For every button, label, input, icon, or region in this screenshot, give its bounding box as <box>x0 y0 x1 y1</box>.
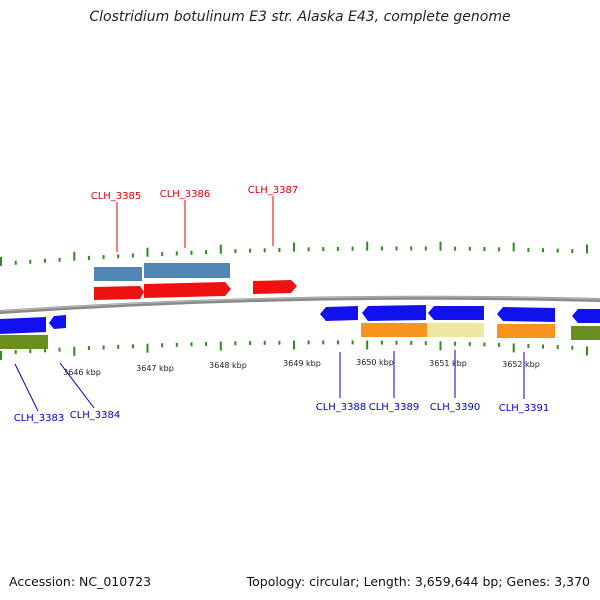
gene-label-CLH_3383[interactable]: CLH_3383 <box>14 413 65 424</box>
map-title: Clostridium botulinum E3 str. Alaska E43… <box>89 9 511 25</box>
upper-tick-track <box>0 241 588 266</box>
scale-label-3651: 3651 kbp <box>429 359 467 368</box>
gene-label-CLH_3387[interactable]: CLH_3387 <box>248 185 299 196</box>
gene-arrow-CLH_3387[interactable] <box>253 280 297 294</box>
gene-label-CLH_3390[interactable]: CLH_3390 <box>430 402 481 413</box>
gene-arrow-right-edge[interactable] <box>572 309 600 323</box>
gene-label-CLH_3386[interactable]: CLH_3386 <box>160 189 211 200</box>
scale-label-3647: 3647 kbp <box>136 364 174 373</box>
scale-label-3650: 3650 kbp <box>356 358 394 367</box>
leader-CLH_3383 <box>14 363 39 412</box>
feature-bar-khaki-1[interactable] <box>427 323 484 337</box>
feature-bar-green-1[interactable] <box>0 335 48 349</box>
gene-label-CLH_3391[interactable]: CLH_3391 <box>499 403 550 414</box>
gene-arrow-CLH_3388[interactable] <box>320 306 358 321</box>
gene-label-CLH_3384[interactable]: CLH_3384 <box>70 410 121 421</box>
gene-label-CLH_3388[interactable]: CLH_3388 <box>316 402 367 413</box>
scale-label-3649: 3649 kbp <box>283 359 321 368</box>
feature-bar-steelblue-2[interactable] <box>144 263 230 278</box>
gene-arrow-CLH_3383[interactable] <box>0 317 46 334</box>
feature-bar-orange-1[interactable] <box>361 323 427 337</box>
leader-CLH_3384 <box>59 362 95 409</box>
feature-bar-green-2[interactable] <box>571 326 600 340</box>
gene-arrow-CLH_3391[interactable] <box>497 307 555 322</box>
gene-arrow-CLH_3390[interactable] <box>428 306 484 320</box>
gene-arrow-CLH_3384[interactable] <box>49 315 66 329</box>
feature-bar-orange-2[interactable] <box>497 324 555 338</box>
scale-label-3646: 3646 kbp <box>63 368 101 377</box>
gene-arrow-CLH_3389[interactable] <box>362 305 426 321</box>
gene-arrow-CLH_3386[interactable] <box>144 282 231 298</box>
feature-bar-steelblue-1[interactable] <box>94 267 142 281</box>
gene-arrow-CLH_3385[interactable] <box>94 286 144 300</box>
scale-label-3652: 3652 kbp <box>502 360 540 369</box>
genome-backbone-highlight <box>0 296 600 312</box>
gene-label-CLH_3389[interactable]: CLH_3389 <box>369 402 420 413</box>
accession-text: Accession: NC_010723 <box>9 574 152 589</box>
genome-backbone <box>0 295 600 314</box>
scale-label-3648: 3648 kbp <box>209 361 247 370</box>
gene-label-CLH_3385[interactable]: CLH_3385 <box>91 191 142 202</box>
genome-summary-text: Topology: circular; Length: 3,659,644 bp… <box>246 574 590 589</box>
lower-tick-track <box>0 340 588 360</box>
